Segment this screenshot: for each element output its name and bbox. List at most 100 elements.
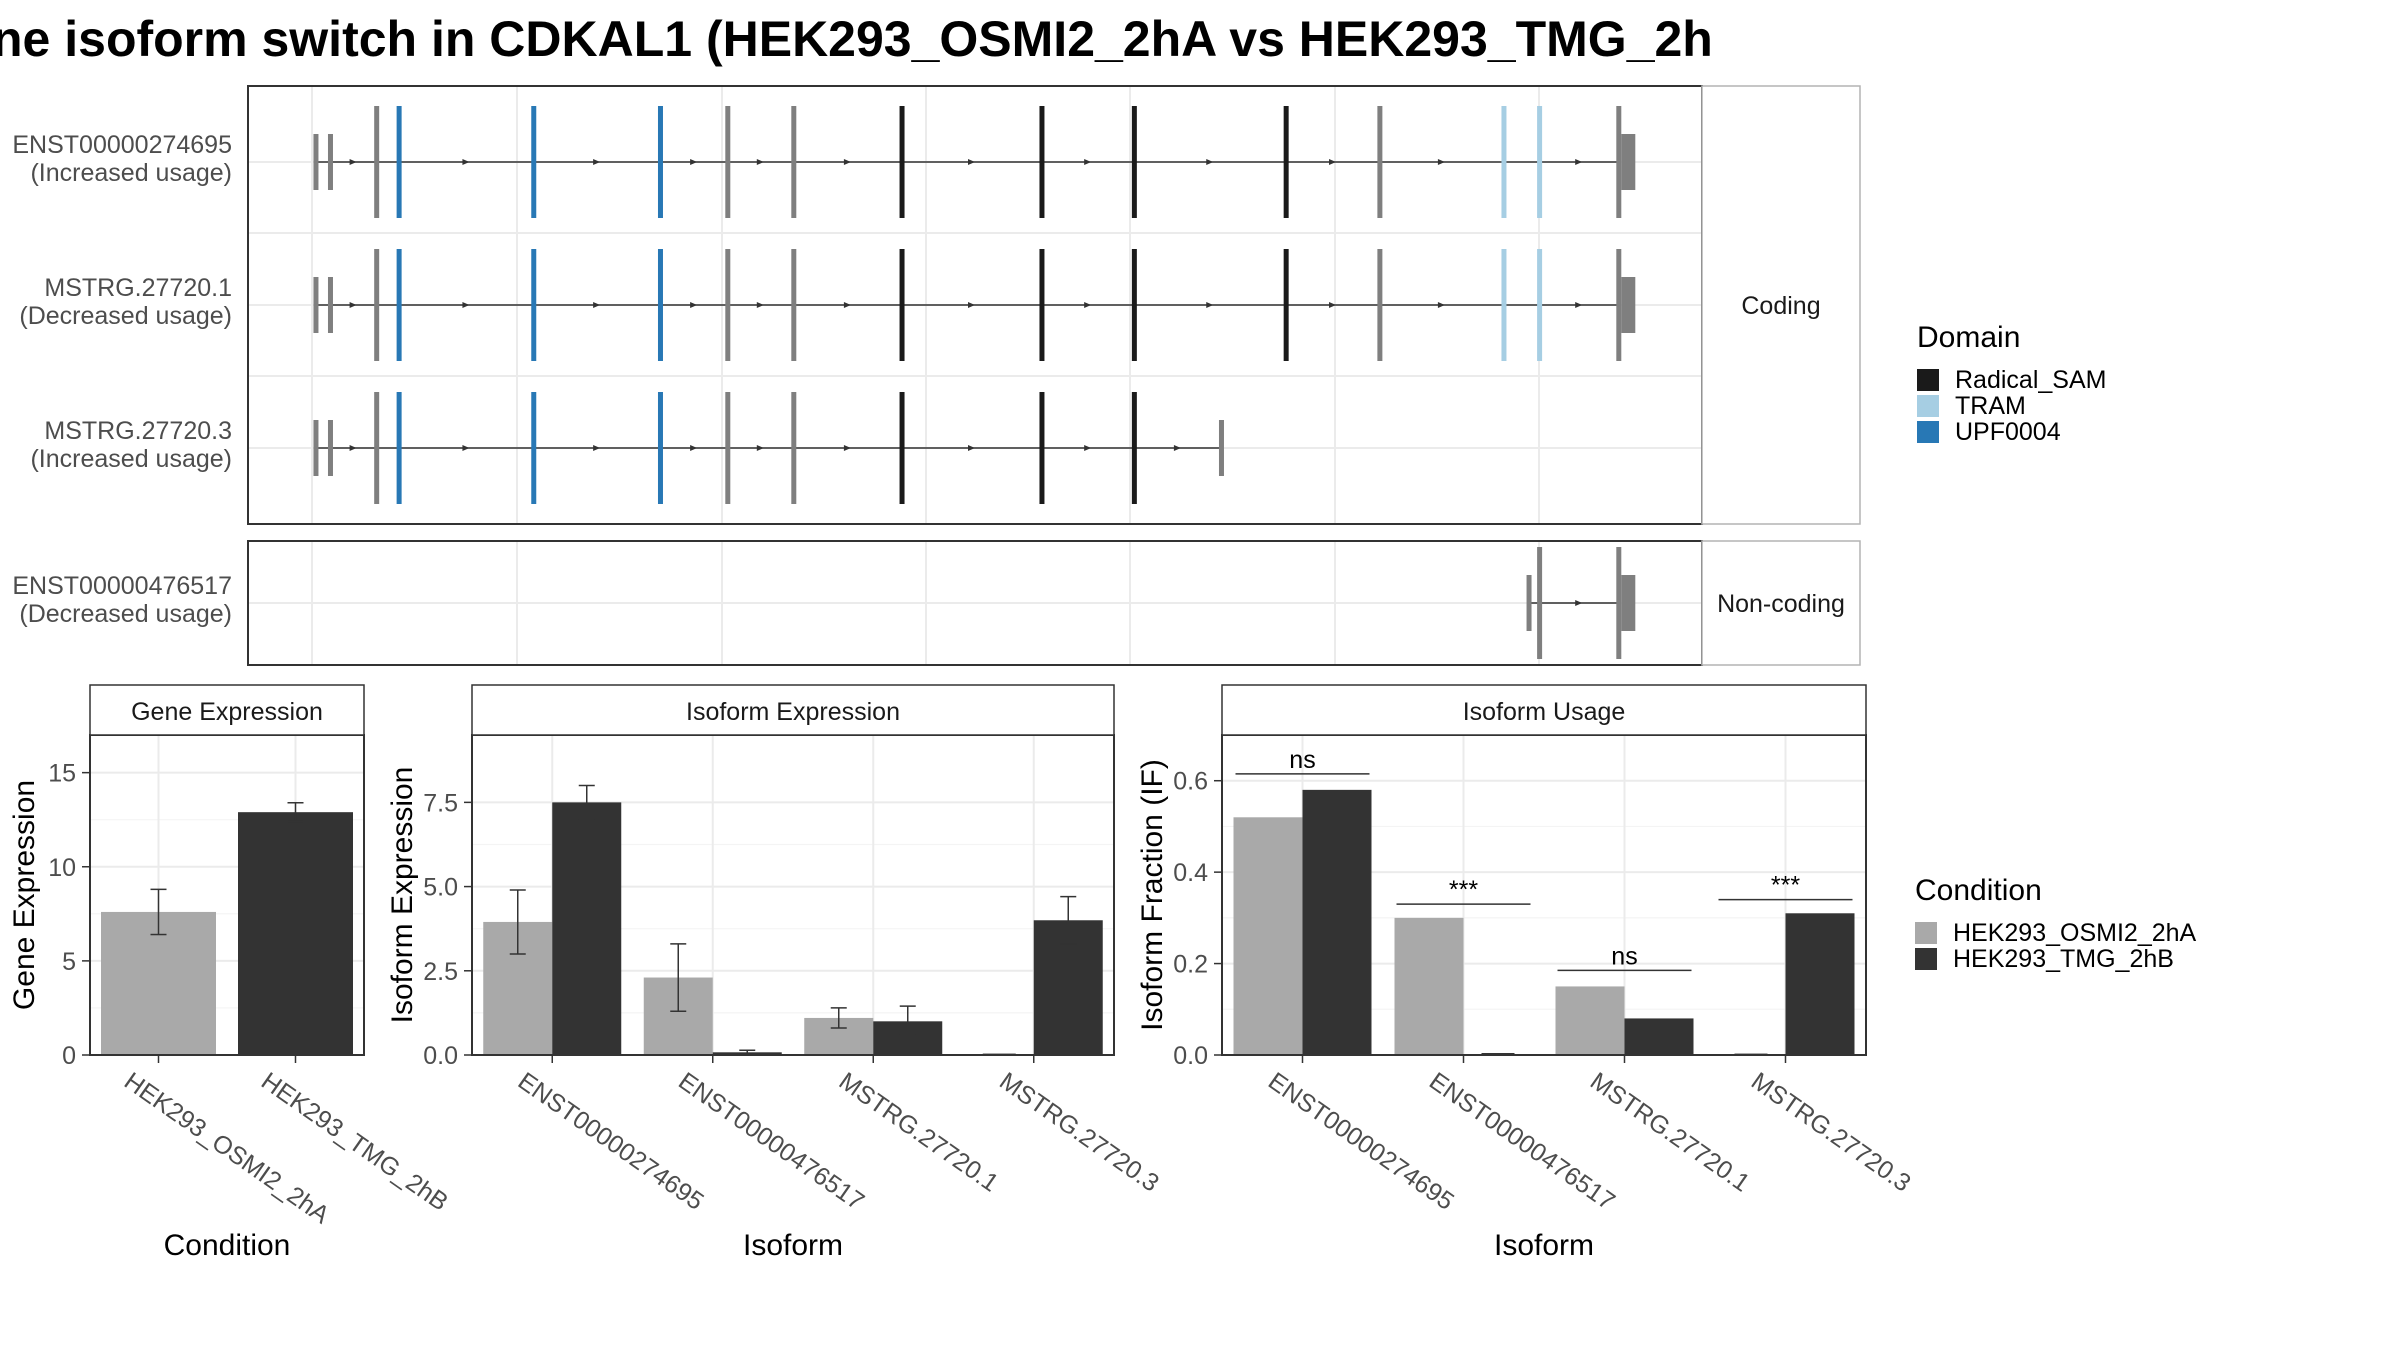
exon (374, 249, 380, 361)
bar (552, 802, 622, 1055)
bar (1785, 913, 1855, 1055)
direction-arrow (1437, 159, 1445, 165)
y-tick-label: 10 (48, 854, 76, 882)
exon (313, 134, 319, 190)
bar (1624, 1018, 1694, 1055)
exon-upf0004 (657, 392, 663, 504)
direction-arrow (968, 302, 975, 308)
exon (374, 392, 380, 504)
x-axis-title: Isoform (743, 1229, 843, 1262)
bar (101, 911, 216, 1055)
exon-utr-block (1621, 575, 1636, 631)
direction-arrow (349, 159, 357, 165)
direction-arrow (690, 302, 698, 308)
direction-arrow (968, 159, 975, 165)
direction-arrow (756, 159, 764, 165)
exon (1377, 106, 1383, 218)
exon (327, 420, 333, 476)
y-tick-label: 0.0 (1173, 1042, 1208, 1070)
exon-utr-block (1621, 277, 1636, 333)
exon (1377, 249, 1383, 361)
bar (1394, 917, 1464, 1055)
direction-arrow (349, 302, 357, 308)
exon-radical_sam (1131, 249, 1137, 361)
transcript-usage-label: (Decreased usage) (19, 600, 232, 628)
y-tick-label: 0.4 (1173, 859, 1208, 887)
error-bar (830, 1007, 847, 1029)
direction-arrow (593, 445, 601, 451)
transcript-usage-label: (Increased usage) (30, 159, 232, 187)
direction-arrow (1084, 302, 1092, 308)
error-bar (287, 802, 304, 823)
exon (725, 249, 731, 361)
exon (725, 392, 731, 504)
facet-strip (471, 684, 1115, 736)
exon (1616, 106, 1622, 218)
transcript-id-label: MSTRG.27720.3 (44, 417, 232, 445)
error-bar (899, 1005, 916, 1036)
direction-arrow (843, 445, 851, 451)
direction-arrow (462, 445, 470, 451)
y-tick-label: 0.2 (1173, 951, 1208, 979)
facet-strip-label: Gene Expression (131, 698, 323, 726)
direction-arrow (1575, 600, 1583, 606)
exon (1526, 575, 1532, 631)
exon-upf0004 (531, 392, 537, 504)
domain-legend-item-label: UPF0004 (1955, 418, 2061, 446)
y-tick-label: 5.0 (423, 874, 458, 902)
noncoding-panel-strip (1701, 540, 1861, 666)
exon-tram (1537, 249, 1543, 361)
direction-arrow (690, 445, 698, 451)
y-tick-label: 0.6 (1173, 768, 1208, 796)
x-tick-label: MSTRG.27720.3 (1746, 1067, 1916, 1198)
y-tick-label: 0 (62, 1042, 76, 1070)
y-axis-title: Isoform Expression (386, 767, 419, 1024)
y-tick-label: 0.0 (423, 1042, 458, 1070)
bar-charts: Gene Expression051015HEK293_OSMI2_2hAHEK… (8, 684, 1916, 1262)
transcript-ENST00000274695: ENST00000274695(Increased usage) (12, 106, 1636, 218)
transcript-structure-panel: CodingNon-codingENST00000274695(Increase… (12, 85, 1861, 666)
noncoding-panel-strip-label: Non-coding (1717, 590, 1845, 618)
exon-radical_sam (1283, 106, 1289, 218)
exon-upf0004 (657, 249, 663, 361)
exon-upf0004 (396, 106, 402, 218)
y-axis-title: Isoform Fraction (IF) (1136, 759, 1169, 1031)
exon-radical_sam (1131, 106, 1137, 218)
direction-arrow (843, 159, 851, 165)
exon (1537, 547, 1543, 659)
exon (374, 106, 380, 218)
exon-upf0004 (396, 392, 402, 504)
direction-arrow (462, 302, 470, 308)
exon (313, 277, 319, 333)
exon-utr-block (1621, 134, 1636, 190)
significance-label: *** (1771, 872, 1800, 900)
exon-radical_sam (1039, 106, 1045, 218)
y-tick-label: 2.5 (423, 958, 458, 986)
exon-radical_sam (1283, 249, 1289, 361)
exon-tram (1501, 106, 1507, 218)
error-bar (670, 943, 687, 1012)
y-tick-label: 5 (62, 948, 76, 976)
domain-legend-title: Domain (1917, 321, 2020, 354)
chart-3: ns***ns***Isoform Usage0.00.20.40.6ENST0… (1136, 684, 1916, 1262)
facet-strip (89, 684, 365, 736)
domain-legend-swatch (1917, 421, 1939, 443)
condition-legend-title: Condition (1915, 874, 2042, 907)
x-axis-title: Condition (164, 1229, 291, 1262)
exon (791, 249, 797, 361)
direction-arrow (593, 302, 601, 308)
direction-arrow (1084, 159, 1092, 165)
transcript-usage-label: (Decreased usage) (19, 302, 232, 330)
transcript-ENST00000476517: ENST00000476517(Decreased usage) (12, 547, 1636, 659)
error-bar (509, 889, 526, 955)
direction-arrow (1575, 159, 1583, 165)
y-tick-label: 7.5 (423, 789, 458, 817)
x-tick-label: MSTRG.27720.1 (1585, 1067, 1755, 1198)
bar (1302, 789, 1372, 1055)
domain-legend-item-label: TRAM (1955, 392, 2026, 420)
direction-arrow (593, 159, 601, 165)
exon (725, 106, 731, 218)
x-tick-label: MSTRG.27720.3 (994, 1067, 1164, 1198)
facet-strip (1221, 684, 1867, 736)
